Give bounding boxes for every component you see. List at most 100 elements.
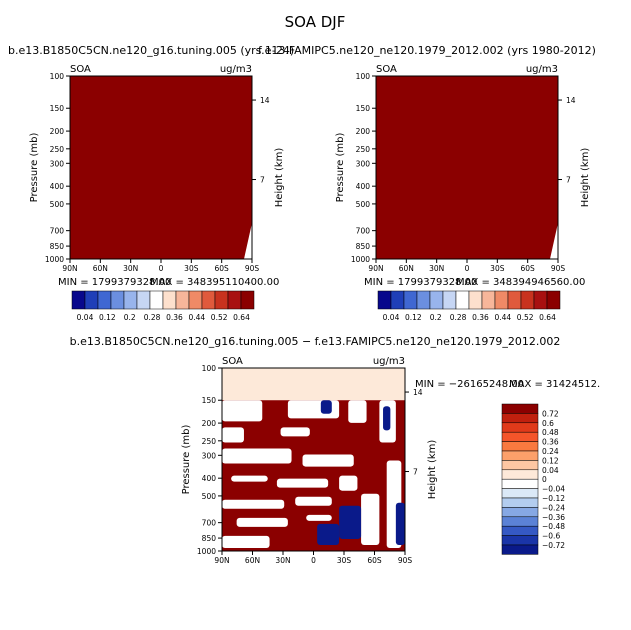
surface-mask [244, 223, 252, 259]
max-label: MAX = 31424512. [509, 379, 600, 390]
near-zero-region [280, 427, 310, 437]
colorbar-box [162, 290, 177, 310]
colorbar-label: 0.44 [494, 313, 511, 322]
colorbar-box [403, 290, 418, 310]
y-tick-label: 250 [50, 145, 65, 154]
height-tick-label: 14 [413, 388, 423, 397]
y-tick-label: 100 [202, 364, 217, 373]
negative-region [395, 502, 405, 545]
colorbar-box [501, 460, 539, 471]
colorbar-box [501, 403, 539, 414]
y-tick-label: 200 [50, 127, 65, 136]
x-tick-label: 30S [337, 556, 352, 565]
colorbar-label: 0.6 [542, 419, 554, 428]
near-zero-region [348, 400, 367, 423]
y-tick-label: 300 [356, 159, 371, 168]
y-tick-label: 1000 [197, 547, 216, 556]
variable-label: SOA [376, 64, 397, 75]
field-fill [70, 76, 252, 259]
colorbar-label: 0.2 [124, 313, 136, 322]
colorbar-label: 0.2 [430, 313, 442, 322]
y-tick-label: 500 [356, 200, 371, 209]
colorbar-box [455, 290, 470, 310]
colorbar-box [501, 544, 539, 555]
x-tick-label: 60S [367, 556, 382, 565]
subtitle-left: b.e13.B1850C5CN.ne120_g16.tuning.005 (yr… [8, 44, 294, 57]
colorbar-box [501, 469, 539, 480]
x-tick-label: 0 [465, 264, 470, 273]
colorbar-label: −0.48 [542, 522, 565, 531]
colorbar-box [416, 290, 431, 310]
x-tick-label: 30S [184, 264, 199, 273]
colorbar-diff: 0.720.60.480.360.240.120.040−0.04−0.12−0… [501, 403, 565, 555]
x-tick-label: 30N [429, 264, 444, 273]
near-zero-region [276, 478, 329, 488]
colorbar-box [97, 290, 112, 310]
colorbar-box [136, 290, 151, 310]
y-tick-label: 700 [50, 227, 65, 236]
colorbar-label: 0.24 [542, 447, 559, 456]
colorbar-label: −0.12 [542, 494, 565, 503]
x-tick-label: 90N [214, 556, 229, 565]
y-axis-title: Pressure (mb) [29, 133, 40, 203]
x-tick-label: 0 [311, 556, 316, 565]
units-label: ug/m3 [220, 64, 252, 75]
x-tick-label: 60S [521, 264, 536, 273]
max-label: MAX = 348394946560.00 [456, 277, 585, 288]
x-tick-label: 0 [159, 264, 164, 273]
height-tick-label: 7 [260, 176, 265, 185]
y-axis-title: Pressure (mb) [181, 425, 192, 495]
colorbar-box [84, 290, 99, 310]
colorbar-label: −0.04 [542, 485, 565, 494]
colorbar-box [501, 535, 539, 546]
near-zero-region [222, 499, 285, 509]
y-tick-label: 400 [50, 182, 65, 191]
colorbar-box [501, 413, 539, 424]
y-tick-label: 500 [202, 492, 217, 501]
x-tick-label: 90S [398, 556, 413, 565]
colorbar-label: −0.6 [542, 532, 560, 541]
height-axis-title: Height (km) [274, 148, 285, 208]
y-tick-label: 200 [356, 127, 371, 136]
x-tick-label: 30S [490, 264, 505, 273]
near-zero-region [302, 454, 354, 467]
colorbar-box [442, 290, 457, 310]
colorbar-box [390, 290, 405, 310]
figure-title: SOA DJF [285, 13, 346, 31]
y-tick-label: 1000 [351, 255, 370, 264]
y-tick-label: 200 [202, 419, 217, 428]
colorbar-box [501, 516, 539, 527]
y-tick-label: 1000 [45, 255, 64, 264]
near-zero-region [222, 427, 244, 443]
y-tick-label: 850 [50, 242, 65, 251]
colorbar-box [377, 290, 392, 310]
near-zero-region [231, 475, 268, 482]
colorbar-box [501, 525, 539, 536]
colorbar-box [501, 497, 539, 508]
colorbar-box [501, 441, 539, 452]
height-axis-title: Height (km) [427, 440, 438, 500]
colorbar-obs: 0.04 0.12 0.2 0.28 0.36 0.44 0.52 0.64 [377, 290, 561, 322]
colorbar-label: −0.36 [542, 513, 565, 522]
colorbar-label: 0.12 [542, 456, 559, 465]
x-tick-label: 30N [275, 556, 290, 565]
y-tick-label: 250 [202, 437, 217, 446]
colorbar-label: 0.28 [144, 313, 161, 322]
x-tick-label: 90N [62, 264, 77, 273]
y-tick-label: 300 [50, 159, 65, 168]
height-axis-title: Height (km) [580, 148, 591, 208]
colorbar-box [149, 290, 164, 310]
y-tick-label: 150 [50, 104, 65, 113]
colorbar-box [71, 290, 86, 310]
colorbar-box [501, 450, 539, 461]
x-tick-label: 60N [93, 264, 108, 273]
colorbar-box [546, 290, 561, 310]
panel-obs: SOA ug/m310015020025030040050070085010009… [335, 64, 591, 288]
colorbar-box [429, 290, 444, 310]
height-tick-label: 14 [566, 96, 576, 105]
y-tick-label: 400 [356, 182, 371, 191]
colorbar-label: 0.04 [77, 313, 94, 322]
colorbar-box [240, 290, 255, 310]
colorbar-label: 0 [542, 475, 547, 484]
